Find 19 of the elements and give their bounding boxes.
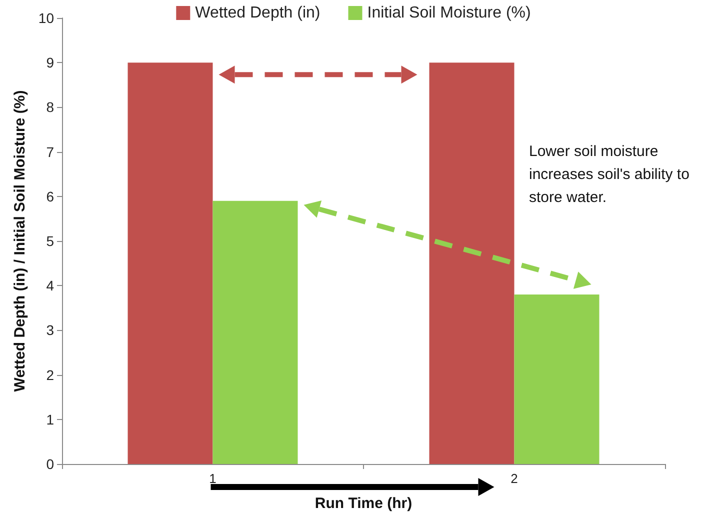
bar — [128, 62, 213, 464]
bar — [514, 294, 600, 464]
y-tick-label: 0 — [46, 456, 54, 472]
legend-label: Initial Soil Moisture (%) — [367, 4, 531, 22]
y-tick-label: 8 — [46, 99, 54, 116]
y-tick-label: 2 — [46, 366, 54, 383]
y-tick-label: 1 — [46, 411, 54, 428]
y-tick-label: 4 — [46, 278, 54, 294]
y-tick-label: 3 — [46, 322, 54, 338]
bar — [212, 200, 298, 464]
legend-label: Wetted Depth (in) — [195, 4, 320, 22]
y-tick-label: 10 — [38, 10, 54, 26]
y-tick-label: 9 — [46, 54, 54, 71]
y-tick-label: 7 — [46, 144, 54, 160]
y-axis-title: Wetted Depth (in) / Initial Soil Moisture (%) — [12, 90, 29, 392]
x-axis-title: Run Time (hr) — [314, 495, 412, 512]
y-tick-label: 5 — [46, 233, 54, 249]
annotation: Lower soil moisture increases soil's ability to store water. — [529, 143, 694, 206]
y-tick-label: 6 — [46, 188, 54, 204]
